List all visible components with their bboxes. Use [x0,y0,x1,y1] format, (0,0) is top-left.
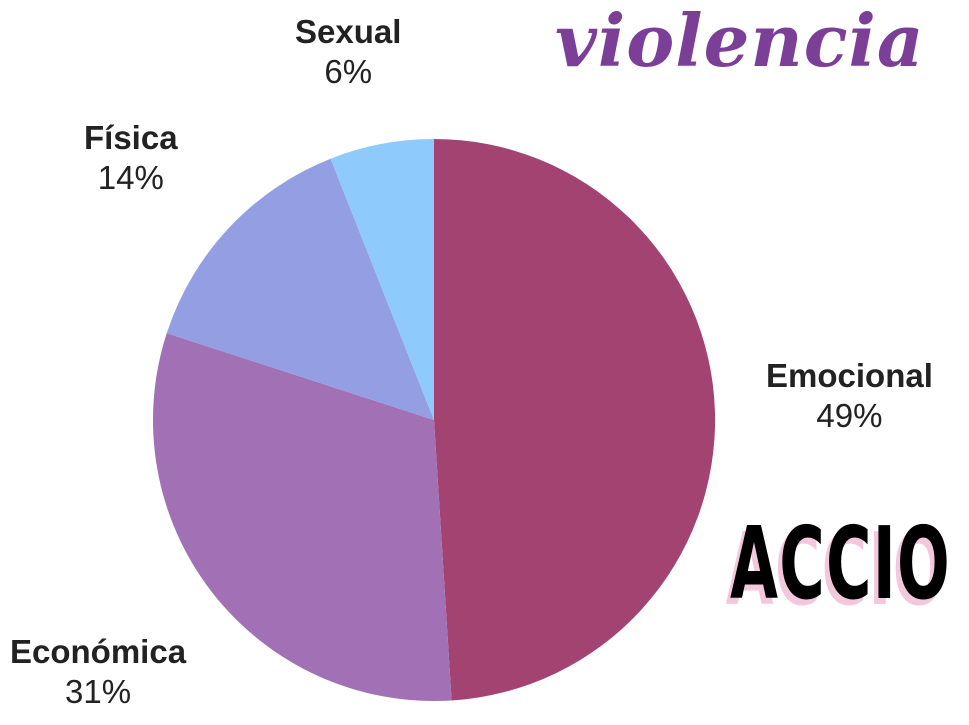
slice-label-sexual: Sexual 6% [295,12,401,91]
slice-name-fisica: Física [84,119,178,156]
slice-label-fisica: Física 14% [84,118,178,197]
slice-percent-fisica: 14% [97,158,164,196]
slice-label-economica: Económica 31% [10,632,186,711]
pie-slice-sexual [330,139,434,420]
banner-partial-word: ACCIO [730,505,951,622]
pie-slice-economica [152,333,452,702]
slice-percent-economica: 31% [65,672,132,710]
chart-title-script: violencia [555,0,925,83]
slice-name-sexual: Sexual [295,13,402,50]
slice-percent-sexual: 6% [324,52,373,90]
slice-name-economica: Económica [10,633,187,670]
slice-percent-emocional: 49% [816,396,883,434]
slice-label-emocional: Emocional 49% [766,356,933,435]
slice-name-emocional: Emocional [766,357,933,394]
pie-slice-emocional [434,138,716,701]
pie-slice-fisica [166,158,434,421]
